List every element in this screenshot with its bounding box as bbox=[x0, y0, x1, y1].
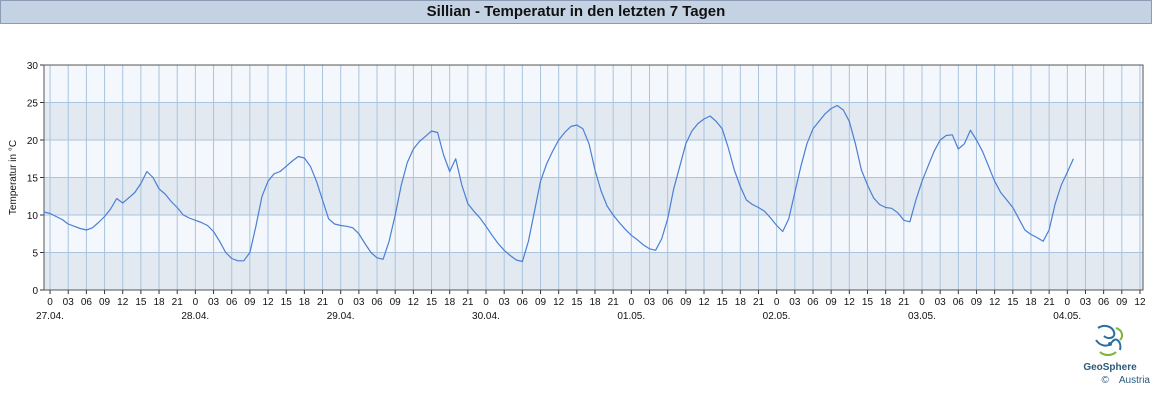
x-tick-label: 18 bbox=[1025, 297, 1037, 308]
x-tick-label: 12 bbox=[553, 297, 565, 308]
x-tick-label: 18 bbox=[444, 297, 456, 308]
x-tick-label: 12 bbox=[262, 297, 274, 308]
y-tick-label: 20 bbox=[27, 136, 39, 147]
date-label: 27.04. bbox=[36, 311, 64, 322]
x-tick-label: 06 bbox=[371, 297, 383, 308]
x-tick-label: 12 bbox=[698, 297, 710, 308]
x-tick-label: 15 bbox=[717, 297, 729, 308]
chart-title-bar: Sillian - Temperatur in den letzten 7 Ta… bbox=[0, 0, 1152, 24]
chart-title: Sillian - Temperatur in den letzten 7 Ta… bbox=[426, 3, 726, 20]
x-tick-label: 03 bbox=[644, 297, 656, 308]
x-tick-label: 21 bbox=[462, 297, 474, 308]
x-tick-label: 18 bbox=[589, 297, 601, 308]
x-tick-label: 12 bbox=[844, 297, 856, 308]
x-tick-label: 0 bbox=[629, 297, 635, 308]
x-tick-label: 0 bbox=[774, 297, 780, 308]
y-tick-label: 10 bbox=[27, 211, 39, 222]
x-tick-label: 09 bbox=[826, 297, 838, 308]
x-tick-label: 15 bbox=[1007, 297, 1019, 308]
x-tick-label: 12 bbox=[989, 297, 1001, 308]
x-tick-label: 03 bbox=[935, 297, 947, 308]
plot-frame bbox=[43, 64, 1144, 291]
x-tick-label: 15 bbox=[571, 297, 583, 308]
chart-band bbox=[44, 65, 1143, 103]
y-tick-label: 0 bbox=[32, 286, 38, 297]
date-label: 02.05. bbox=[763, 311, 791, 322]
x-tick-label: 03 bbox=[499, 297, 511, 308]
date-label: 01.05. bbox=[617, 311, 645, 322]
x-tick-label: 21 bbox=[753, 297, 765, 308]
logo-sub-text: Austria bbox=[1118, 375, 1150, 386]
x-tick-label: 0 bbox=[47, 297, 53, 308]
x-tick-label: 0 bbox=[919, 297, 925, 308]
x-tick-label: 06 bbox=[226, 297, 238, 308]
x-tick-label: 18 bbox=[880, 297, 892, 308]
x-tick-label: 12 bbox=[117, 297, 129, 308]
date-label: 03.05. bbox=[908, 311, 936, 322]
x-tick-label: 06 bbox=[953, 297, 965, 308]
x-tick-label: 06 bbox=[807, 297, 819, 308]
date-label: 29.04. bbox=[327, 311, 355, 322]
x-tick-label: 09 bbox=[971, 297, 983, 308]
x-tick-label: 03 bbox=[353, 297, 365, 308]
logo-sub: © Austria bbox=[1070, 375, 1151, 386]
chart-band bbox=[44, 215, 1143, 253]
x-tick-label: 0 bbox=[1065, 297, 1071, 308]
x-tick-label: 12 bbox=[1134, 297, 1146, 308]
copyright-symbol: © bbox=[1101, 375, 1109, 386]
x-tick-label: 06 bbox=[662, 297, 674, 308]
y-tick-label: 25 bbox=[27, 99, 39, 110]
chart-band bbox=[44, 102, 1143, 140]
x-tick-label: 06 bbox=[517, 297, 529, 308]
x-tick-label: 18 bbox=[735, 297, 747, 308]
x-tick-label: 03 bbox=[1080, 297, 1092, 308]
x-tick-label: 15 bbox=[281, 297, 293, 308]
geosphere-logo: GeoSphere © Austria bbox=[1070, 322, 1150, 392]
chart-band bbox=[44, 252, 1143, 290]
x-tick-label: 15 bbox=[862, 297, 874, 308]
chart-band bbox=[44, 177, 1143, 215]
x-tick-label: 18 bbox=[299, 297, 311, 308]
x-tick-label: 03 bbox=[789, 297, 801, 308]
y-tick-label: 15 bbox=[27, 174, 39, 185]
x-tick-label: 09 bbox=[99, 297, 111, 308]
x-tick-label: 0 bbox=[193, 297, 199, 308]
x-tick-label: 09 bbox=[390, 297, 402, 308]
x-tick-label: 06 bbox=[81, 297, 93, 308]
x-tick-label: 09 bbox=[680, 297, 692, 308]
x-tick-label: 09 bbox=[244, 297, 256, 308]
x-tick-label: 21 bbox=[317, 297, 329, 308]
x-tick-label: 21 bbox=[898, 297, 910, 308]
x-tick-label: 03 bbox=[208, 297, 220, 308]
date-label: 04.05. bbox=[1053, 311, 1081, 322]
chart-band bbox=[44, 140, 1143, 178]
x-tick-label: 03 bbox=[63, 297, 75, 308]
temperature-series-line bbox=[43, 104, 1074, 263]
x-tick-label: 18 bbox=[153, 297, 165, 308]
geosphere-logo-icon bbox=[1095, 324, 1124, 356]
x-tick-label: 12 bbox=[408, 297, 420, 308]
y-axis-label: Temperatur in °C bbox=[8, 140, 19, 215]
date-label: 30.04. bbox=[472, 311, 500, 322]
x-tick-label: 0 bbox=[338, 297, 344, 308]
x-tick-label: 21 bbox=[1044, 297, 1056, 308]
x-tick-label: 15 bbox=[135, 297, 147, 308]
x-tick-label: 06 bbox=[1098, 297, 1110, 308]
x-tick-label: 0 bbox=[483, 297, 489, 308]
date-label: 28.04. bbox=[181, 311, 209, 322]
x-tick-label: 15 bbox=[426, 297, 438, 308]
x-tick-label: 21 bbox=[608, 297, 620, 308]
x-tick-label: 21 bbox=[172, 297, 184, 308]
y-tick-label: 30 bbox=[27, 61, 39, 72]
logo-name: GeoSphere bbox=[1083, 362, 1137, 373]
x-tick-label: 09 bbox=[535, 297, 547, 308]
x-tick-label: 09 bbox=[1116, 297, 1128, 308]
y-tick-label: 5 bbox=[32, 249, 38, 260]
